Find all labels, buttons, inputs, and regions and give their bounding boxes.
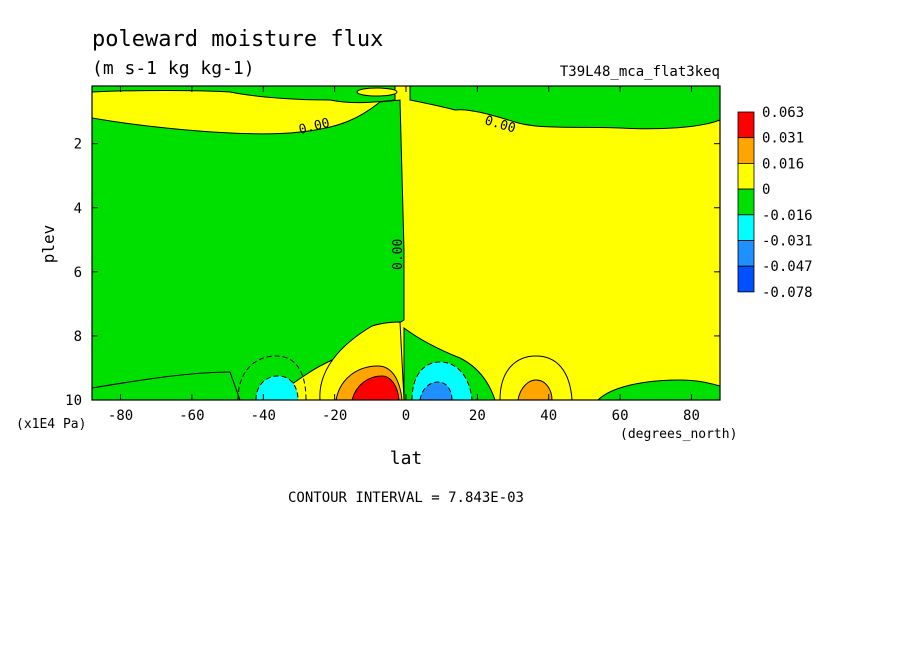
colorbar-label: -0.031 bbox=[762, 234, 813, 250]
x-axis: -80 -60 -40 -20 0 20 40 60 80 bbox=[108, 86, 700, 424]
colorbar-label: 0.031 bbox=[762, 131, 804, 147]
colorbar-label: 0.016 bbox=[762, 156, 804, 172]
x-tick-label: 80 bbox=[683, 408, 700, 424]
chart-title: poleward moisture flux bbox=[92, 27, 383, 52]
region-positive-top-blob bbox=[356, 87, 398, 97]
colorbar-swatch bbox=[737, 214, 755, 241]
region-negative-top-north bbox=[409, 86, 720, 130]
region-cyan-south bbox=[255, 375, 299, 400]
contour-field bbox=[92, 86, 720, 400]
y-axis: 2 4 6 8 10 bbox=[65, 137, 720, 409]
colorbar-label: -0.016 bbox=[762, 208, 813, 224]
region-negative-bottom-left bbox=[92, 371, 241, 400]
region-orange-north bbox=[517, 379, 553, 400]
x-tick-label: 0 bbox=[402, 408, 410, 424]
colorbar-label: 0.063 bbox=[762, 105, 804, 121]
chart-subtitle: (m s-1 kg kg-1) bbox=[92, 58, 255, 79]
contour-interval-note: CONTOUR INTERVAL = 7.843E-03 bbox=[288, 490, 524, 506]
colorbar-label: -0.047 bbox=[762, 259, 813, 275]
region-blue-north bbox=[419, 381, 453, 400]
x-tick-label: 20 bbox=[469, 408, 486, 424]
colorbar-swatch bbox=[737, 188, 755, 216]
colorbar-label: -0.078 bbox=[762, 285, 813, 301]
y-tick-label: 6 bbox=[74, 265, 82, 281]
contour-line bbox=[499, 355, 573, 400]
region-negative-top-south bbox=[92, 86, 396, 104]
x-axis-units: (degrees_north) bbox=[620, 427, 737, 442]
colorbar-swatch bbox=[737, 137, 755, 164]
contour-label: 0.00 bbox=[297, 116, 331, 138]
colorbar: 0.063 0.031 0.016 0 -0.016 -0.031 -0.047 -0.078 bbox=[737, 105, 813, 301]
region-negative-bottom-right bbox=[597, 379, 720, 400]
y-tick-label: 10 bbox=[65, 393, 82, 409]
region-negative-south bbox=[92, 99, 405, 400]
region-red-south bbox=[351, 375, 400, 400]
colorbar-swatch bbox=[737, 162, 755, 190]
x-tick-label: -60 bbox=[179, 408, 204, 424]
x-tick-label: 40 bbox=[540, 408, 557, 424]
colorbar-label: 0 bbox=[762, 182, 770, 198]
contour-label: 0.00 bbox=[391, 239, 406, 270]
y-tick-label: 4 bbox=[74, 201, 82, 217]
contour-line bbox=[237, 355, 307, 400]
x-axis-label: lat bbox=[390, 448, 423, 469]
x-tick-label: 60 bbox=[612, 408, 629, 424]
y-axis-label: plev bbox=[39, 225, 58, 264]
colorbar-swatch bbox=[737, 240, 755, 267]
colorbar-swatch bbox=[737, 265, 755, 293]
y-tick-label: 8 bbox=[74, 329, 82, 345]
y-axis-units: (x1E4 Pa) bbox=[16, 417, 86, 432]
colorbar-swatch bbox=[737, 111, 755, 139]
x-tick-label: -40 bbox=[251, 408, 276, 424]
y-tick-label: 2 bbox=[74, 137, 82, 153]
x-tick-label: -20 bbox=[322, 408, 347, 424]
run-label: T39L48_mca_flat3keq bbox=[560, 64, 720, 80]
x-tick-label: -80 bbox=[108, 408, 133, 424]
